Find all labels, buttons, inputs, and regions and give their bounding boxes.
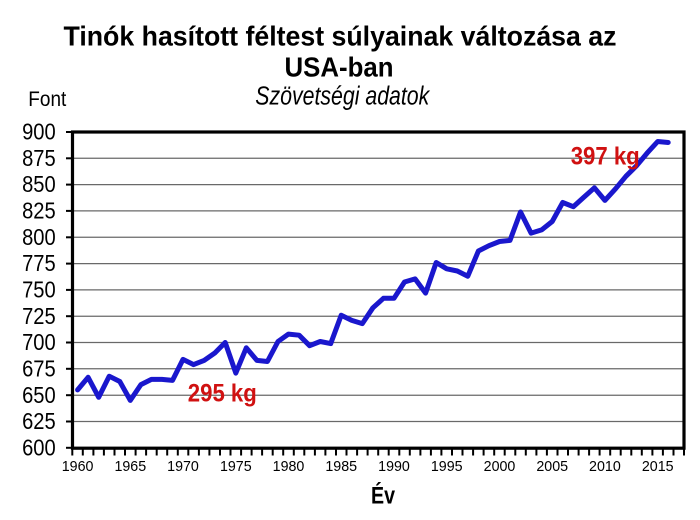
svg-text:850: 850 <box>22 171 56 197</box>
svg-text:2005: 2005 <box>536 459 568 475</box>
svg-text:Szövetségi adatok: Szövetségi adatok <box>255 82 430 110</box>
svg-text:825: 825 <box>22 198 56 224</box>
svg-text:Font: Font <box>28 88 66 111</box>
svg-text:750: 750 <box>22 277 56 303</box>
svg-text:775: 775 <box>22 250 56 276</box>
svg-text:1990: 1990 <box>378 459 410 475</box>
svg-text:900: 900 <box>22 119 56 145</box>
svg-text:600: 600 <box>22 434 56 460</box>
svg-text:Év: Év <box>371 482 396 510</box>
svg-text:1965: 1965 <box>114 459 146 475</box>
svg-text:2015: 2015 <box>642 459 674 475</box>
svg-text:800: 800 <box>22 224 56 250</box>
svg-text:397 kg: 397 kg <box>571 143 640 170</box>
svg-text:1995: 1995 <box>431 459 463 475</box>
svg-text:2000: 2000 <box>484 459 516 475</box>
svg-text:Tinók hasított féltest súlyain: Tinók hasított féltest súlyainak változá… <box>64 21 617 52</box>
svg-text:USA-ban: USA-ban <box>285 52 394 83</box>
svg-text:2010: 2010 <box>589 459 621 475</box>
svg-text:1975: 1975 <box>220 459 252 475</box>
svg-text:700: 700 <box>22 329 56 355</box>
svg-text:1960: 1960 <box>62 459 94 475</box>
svg-text:1980: 1980 <box>273 459 305 475</box>
svg-text:725: 725 <box>22 303 56 329</box>
svg-text:1970: 1970 <box>167 459 199 475</box>
svg-text:1985: 1985 <box>325 459 357 475</box>
svg-text:675: 675 <box>22 355 56 381</box>
svg-text:875: 875 <box>22 145 56 171</box>
svg-text:650: 650 <box>22 382 56 408</box>
svg-text:295 kg: 295 kg <box>188 381 257 408</box>
svg-text:625: 625 <box>22 408 56 434</box>
